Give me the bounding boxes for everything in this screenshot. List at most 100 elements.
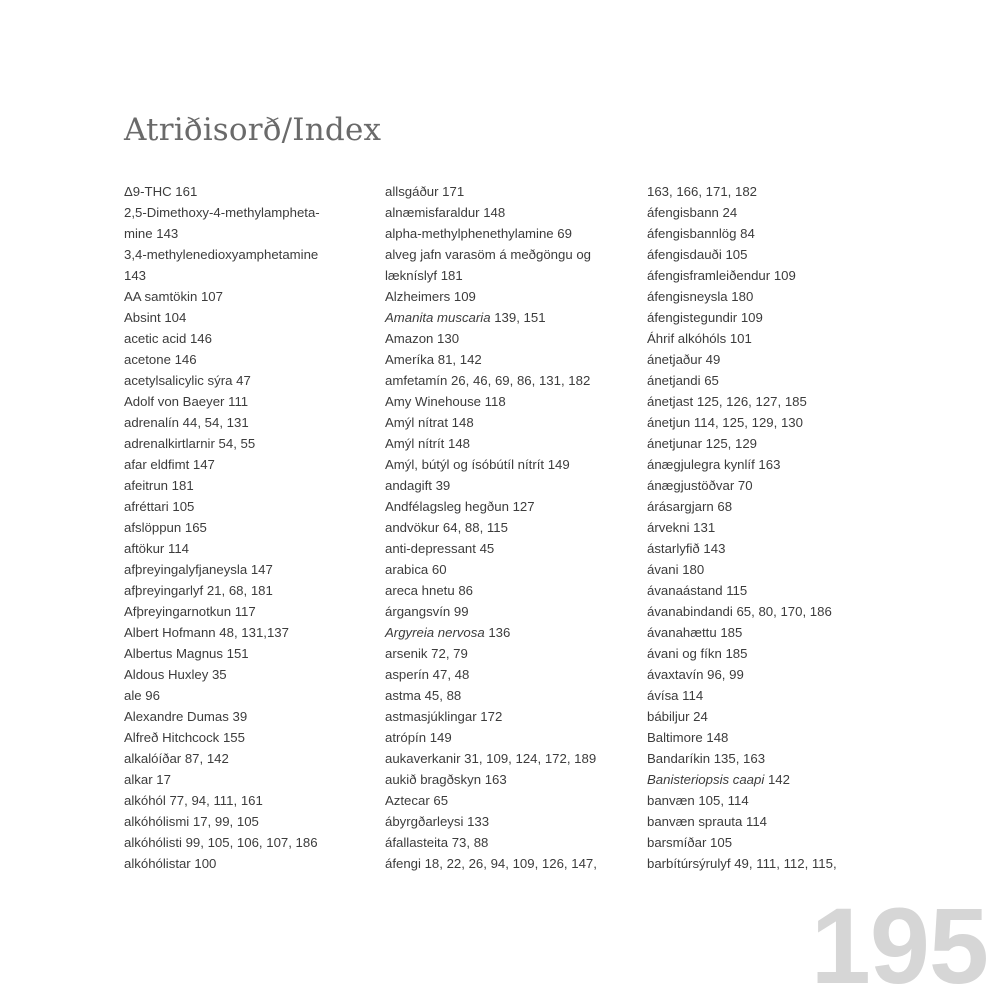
index-entry: Amy Winehouse 118	[385, 394, 506, 409]
index-entry: 2,5-Dimethoxy-4-methylampheta-	[124, 205, 320, 220]
index-entry: Aztecar 65	[385, 793, 449, 808]
index-entry: alkar 17	[124, 772, 171, 787]
index-entry: arsenik 72, 79	[385, 646, 468, 661]
index-entry: afþreyingarlyf 21, 68, 181	[124, 583, 273, 598]
index-entry: areca hnetu 86	[385, 583, 473, 598]
index-entry: barsmíðar 105	[647, 835, 733, 850]
index-entry: andvökur 64, 88, 115	[385, 520, 508, 535]
index-entry: áfengi 18, 22, 26, 94, 109, 126, 147,	[385, 856, 597, 871]
index-entry: acetylsalicylic sýra 47	[124, 373, 251, 388]
index-entry: amfetamín 26, 46, 69, 86, 131, 182	[385, 373, 591, 388]
index-entry: ávaxtavín 96, 99	[647, 667, 744, 682]
index-entry: afeitrun 181	[124, 478, 194, 493]
index-entry: Amýl, bútýl og ísóbútíl nítrít 149	[385, 457, 570, 472]
index-entry: astma 45, 88	[385, 688, 462, 703]
index-entry: Áhrif alkóhóls 101	[647, 331, 752, 346]
page-number: 195	[810, 885, 989, 1006]
index-entry: adrenalkirtlarnir 54, 55	[124, 436, 256, 451]
index-entry: ávanabindandi 65, 80, 170, 186	[647, 604, 832, 619]
index-entry: ávani og fíkn 185	[647, 646, 748, 661]
index-entry: Ameríka 81, 142	[385, 352, 482, 367]
index-entry: ánetjast 125, 126, 127, 185	[647, 394, 807, 409]
index-entry: Afþreyingarnotkun 117	[124, 604, 256, 619]
index-entry: AA samtökin 107	[124, 289, 223, 304]
index-entry: árvekni 131	[647, 520, 716, 535]
index-entry: alkóhólisti 99, 105, 106, 107, 186	[124, 835, 318, 850]
index-column-1: Δ9-THC 161 2,5-Dimethoxy-4-methylampheta-…	[124, 181, 354, 874]
index-entry: ale 96	[124, 688, 160, 703]
index-entry: Amýl nítrít 148	[385, 436, 471, 451]
index-entry: ánetjaður 49	[647, 352, 721, 367]
index-entry: ánægjulegra kynlíf 163	[647, 457, 781, 472]
index-entry: Amazon 130	[385, 331, 460, 346]
index-entry: acetone 146	[124, 352, 197, 367]
index-entry: Albertus Magnus 151	[124, 646, 249, 661]
index-entry: arabica 60	[385, 562, 447, 577]
index-entry: Absint 104	[124, 310, 187, 325]
index-entry: alpha-methylphenethylamine 69	[385, 226, 572, 241]
index-entry: áfengistegundir 109	[647, 310, 763, 325]
index-entry: áfengisbann 24	[647, 205, 738, 220]
index-entry: banvæn sprauta 114	[647, 814, 767, 829]
index-entry: Amanita muscaria 139, 151	[385, 310, 546, 325]
index-entry: andagift 39	[385, 478, 451, 493]
index-entry: alkóhól 77, 94, 111, 161	[124, 793, 263, 808]
index-column-2: allsgáður 171 alnæmisfaraldur 148 alpha-me…	[385, 181, 615, 874]
index-entry: ávanahættu 185	[647, 625, 743, 640]
index-entry: Albert Hofmann 48, 131,137	[124, 625, 289, 640]
index-entry: afþreyingalyfjaneysla 147	[124, 562, 273, 577]
index-entry: ánetjandi 65	[647, 373, 719, 388]
index-entry: áfengisbannlög 84	[647, 226, 755, 241]
index-entry: Baltimore 148	[647, 730, 729, 745]
index-entry: ávísa 114	[647, 688, 704, 703]
index-entry: asperín 47, 48	[385, 667, 470, 682]
page-title: Atriðisorð/Index	[124, 112, 382, 148]
index-entry: 163, 166, 171, 182	[647, 184, 757, 199]
index-entry: Bandaríkin 135, 163	[647, 751, 766, 766]
index-entry: ánægjustöðvar 70	[647, 478, 753, 493]
index-entry: mine 143	[124, 226, 179, 241]
index-entry: alkalóíðar 87, 142	[124, 751, 229, 766]
index-entry: afréttari 105	[124, 499, 195, 514]
index-entry: Aldous Huxley 35	[124, 667, 227, 682]
index-entry: alkóhólistar 100	[124, 856, 217, 871]
index-entry: Δ9-THC 161	[124, 184, 198, 199]
index-entry: áfengisneysla 180	[647, 289, 754, 304]
index-entry: afar eldfimt 147	[124, 457, 215, 472]
index-column-3: 163, 166, 171, 182 áfengisbann 24 áfengisb…	[647, 181, 877, 874]
index-entry: banvæn 105, 114	[647, 793, 749, 808]
index-entry: áfengisdauði 105	[647, 247, 748, 262]
index-entry: 143	[124, 268, 147, 283]
index-entry: Argyreia nervosa 136	[385, 625, 511, 640]
index-entry: atrópín 149	[385, 730, 452, 745]
index-entry: Adolf von Baeyer 111	[124, 394, 249, 409]
index-entry: afslöppun 165	[124, 520, 207, 535]
index-entry: ábyrgðarleysi 133	[385, 814, 490, 829]
index-entry: aukið bragðskyn 163	[385, 772, 507, 787]
index-entry: acetic acid 146	[124, 331, 212, 346]
index-entry: ánetjun 114, 125, 129, 130	[647, 415, 803, 430]
index-entry: ástarlyfið 143	[647, 541, 726, 556]
index-entry: lækníslyf 181	[385, 268, 463, 283]
index-entry: Banisteriopsis caapi 142	[647, 772, 790, 787]
index-entry: adrenalín 44, 54, 131	[124, 415, 249, 430]
index-entry: aftökur 114	[124, 541, 190, 556]
index-entry: Alfreð Hitchcock 155	[124, 730, 245, 745]
index-entry: ávani 180	[647, 562, 705, 577]
index-entry: ánetjunar 125, 129	[647, 436, 757, 451]
index-entry: Alzheimers 109	[385, 289, 476, 304]
index-entry: bábiljur 24	[647, 709, 708, 724]
index-entry: aukaverkanir 31, 109, 124, 172, 189	[385, 751, 597, 766]
index-entry: ávanaástand 115	[647, 583, 748, 598]
index-entry: Alexandre Dumas 39	[124, 709, 248, 724]
index-entry: barbítúrsýrulyf 49, 111, 112, 115,	[647, 856, 837, 871]
index-entry: alkóhólismi 17, 99, 105	[124, 814, 259, 829]
index-entry: alveg jafn varasöm á meðgöngu og	[385, 247, 592, 262]
index-entry: Amýl nítrat 148	[385, 415, 474, 430]
index-entry: árásargjarn 68	[647, 499, 733, 514]
index-entry: árgangsvín 99	[385, 604, 469, 619]
index-entry: allsgáður 171	[385, 184, 465, 199]
index-entry: áfallasteita 73, 88	[385, 835, 489, 850]
index-entry: astmasjúklingar 172	[385, 709, 503, 724]
index-entry: áfengisframleiðendur 109	[647, 268, 796, 283]
